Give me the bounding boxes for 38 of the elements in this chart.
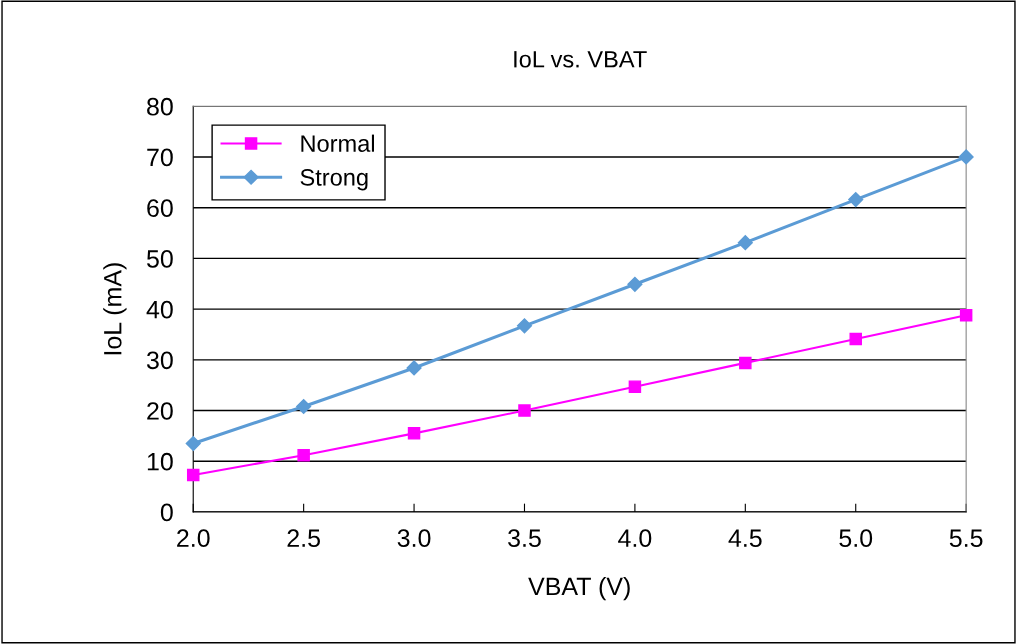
point: [406, 360, 422, 376]
y-tick-label: 0: [160, 503, 173, 522]
point: [518, 404, 531, 417]
point: [959, 308, 973, 322]
point: [627, 276, 643, 292]
x-tick-label: 2.0: [177, 529, 210, 548]
x-tick-label: 3.0: [397, 529, 431, 548]
y-tick-label: 70: [147, 148, 173, 167]
point: [628, 380, 642, 393]
point: [516, 318, 533, 334]
x-tick-label: 5.0: [839, 529, 873, 548]
point: [185, 435, 201, 452]
y-tick-label: 80: [147, 97, 173, 116]
point: [297, 448, 310, 462]
point: [739, 356, 752, 370]
y-tick-label: 60: [147, 199, 173, 217]
y-tick-label: 30: [146, 351, 173, 370]
legend-label: Strong: [300, 169, 368, 191]
x-axis-title: VBAT (V): [528, 576, 630, 601]
point: [737, 235, 753, 251]
point: [407, 427, 421, 440]
chart-title: IoL vs. VBAT: [514, 51, 647, 68]
y-tick-label: 40: [146, 300, 173, 319]
point: [296, 398, 312, 415]
y-axis-title: IoL (mA): [103, 263, 127, 355]
y-tick-label: 50: [146, 250, 173, 268]
x-tick-label: 4.0: [618, 529, 652, 548]
x-tick-label: 2.5: [287, 529, 320, 548]
x-tick-label: 3.5: [508, 529, 541, 548]
point: [958, 149, 974, 165]
x-tick-label: 5.5: [949, 529, 983, 548]
point: [186, 468, 200, 482]
point: [849, 332, 862, 346]
y-tick-label: 10: [147, 452, 173, 471]
legend-label: Normal: [301, 134, 374, 152]
x-tick-label: 4.5: [728, 529, 762, 548]
point: [848, 192, 864, 208]
y-tick-label: 20: [147, 402, 173, 420]
